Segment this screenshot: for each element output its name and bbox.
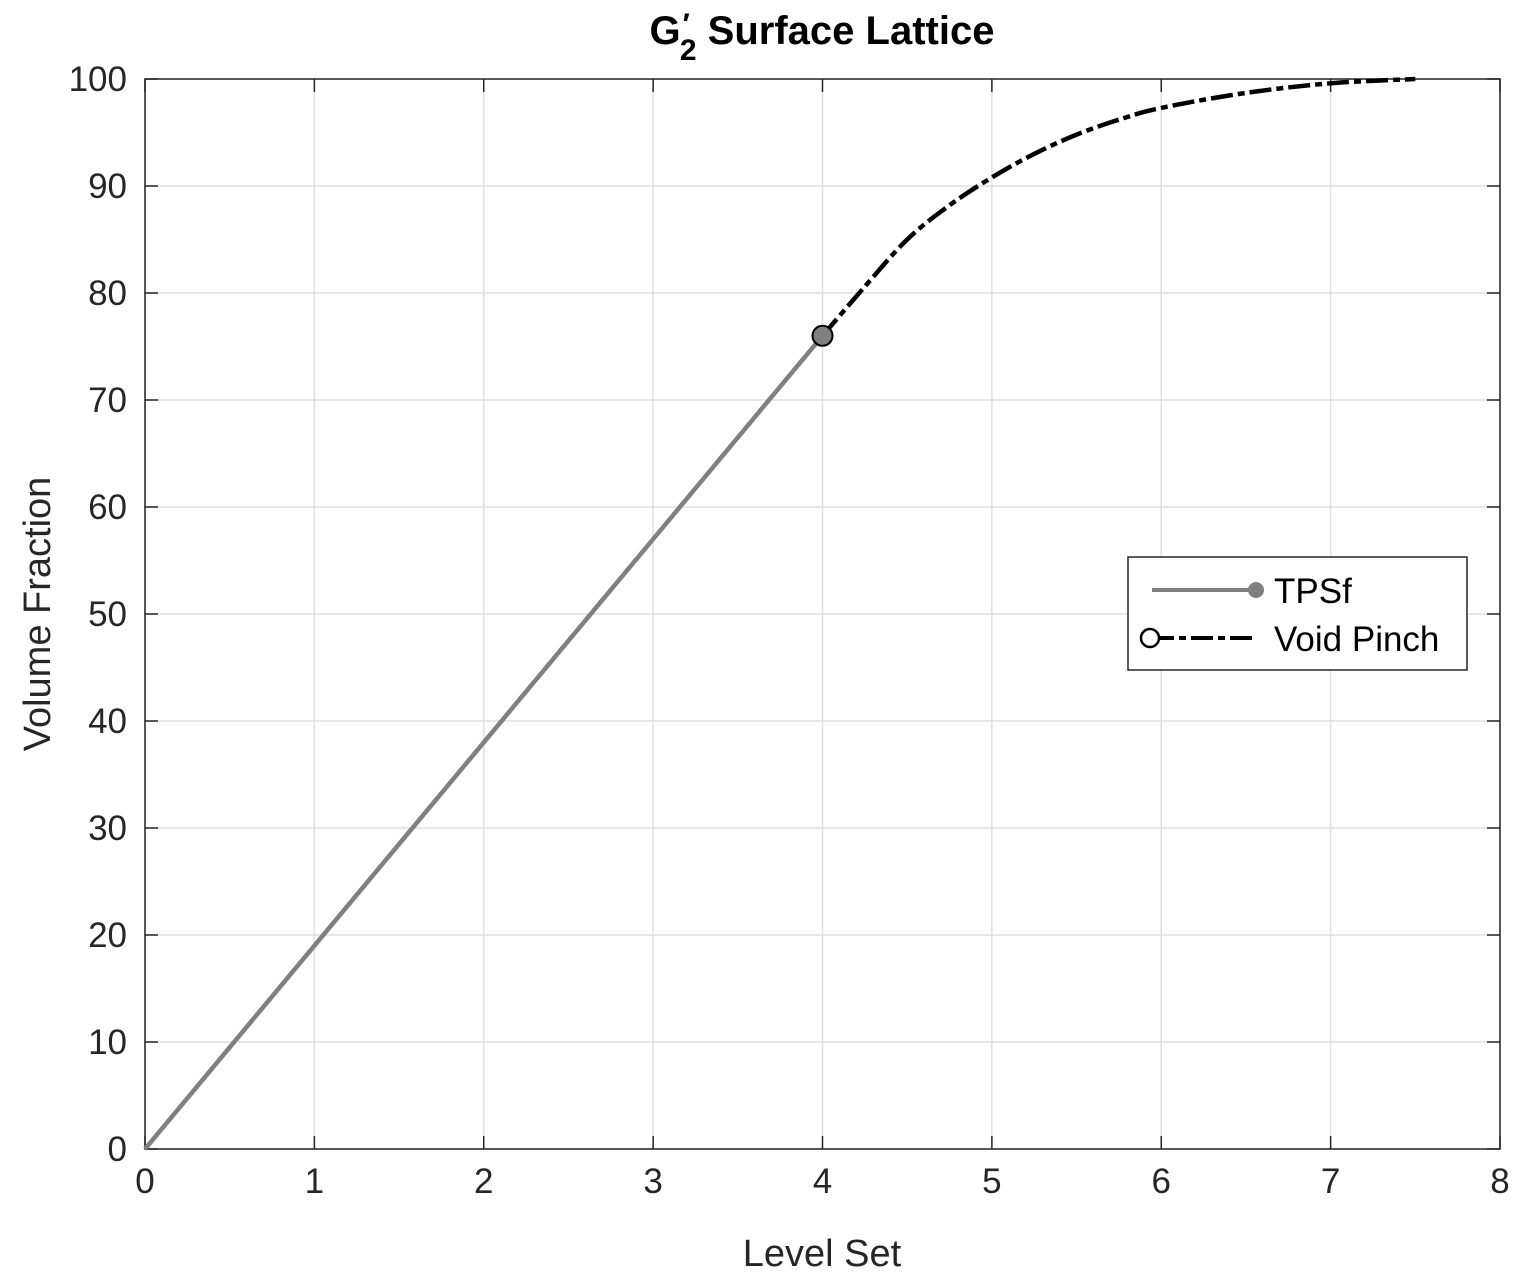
legend-marker-tpsf: [1248, 582, 1264, 598]
transition-point-marker: [811, 324, 834, 347]
title-base: G: [650, 9, 681, 53]
series-line-void-pinch: [820, 76, 1416, 338]
x-tick-label-2: 2: [474, 1162, 493, 1201]
legend-label-void-pinch: Void Pinch: [1274, 620, 1439, 659]
legend-marker-void-pinch: [1139, 627, 1161, 649]
series-line-tpsf: [143, 334, 825, 1151]
title-subscript: 2: [680, 34, 697, 67]
x-tick-label-1: 1: [305, 1162, 324, 1201]
legend-box: [1127, 556, 1468, 671]
legend: TPSf Void Pinch: [1127, 556, 1468, 671]
y-tick-label-4: 40: [88, 702, 127, 741]
title-prime: ′: [683, 8, 690, 41]
legend-label-tpsf: TPSf: [1274, 572, 1352, 611]
chart-title: G′ 2 Surface Lattice: [650, 8, 995, 67]
x-tick-label-5: 5: [982, 1162, 1001, 1201]
y-tick-label-5: 50: [88, 595, 127, 634]
x-tick-label-8: 8: [1490, 1162, 1509, 1201]
title-rest: Surface Lattice: [697, 9, 995, 53]
x-tick-label-4: 4: [813, 1162, 832, 1201]
y-tick-label-7: 70: [88, 381, 127, 420]
x-tick-label-3: 3: [643, 1162, 662, 1201]
y-axis-title: Volume Fraction: [17, 477, 59, 752]
axes: [144, 78, 1501, 1150]
y-tick-label-1: 10: [88, 1023, 127, 1062]
y-tick-label-10: 100: [69, 60, 127, 99]
x-tick-label-0: 0: [135, 1162, 154, 1201]
y-tick-label-2: 20: [88, 916, 127, 955]
y-tick-label-8: 80: [88, 274, 127, 313]
series-group: [143, 76, 1416, 1151]
x-axis-title: Level Set: [743, 1233, 902, 1273]
y-tick-label-9: 90: [88, 167, 127, 206]
x-tick-label-6: 6: [1152, 1162, 1171, 1201]
x-tick-label-7: 7: [1321, 1162, 1340, 1201]
y-tick-label-3: 30: [88, 809, 127, 848]
y-tick-label-6: 60: [88, 488, 127, 527]
y-tick-label-0: 0: [108, 1130, 127, 1169]
